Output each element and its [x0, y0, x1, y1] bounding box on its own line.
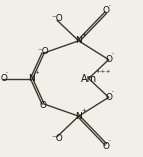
- Text: -: -: [112, 89, 114, 94]
- Text: O: O: [102, 141, 109, 151]
- Text: O: O: [39, 101, 46, 110]
- Text: O: O: [105, 55, 112, 64]
- Text: ⁻O: ⁻O: [37, 47, 49, 56]
- Text: -: -: [112, 51, 114, 57]
- Text: -: -: [6, 70, 8, 75]
- Text: ⁻O: ⁻O: [51, 14, 63, 23]
- Text: ⁻O: ⁻O: [51, 134, 63, 143]
- Text: O: O: [102, 6, 109, 16]
- Text: Am: Am: [81, 73, 97, 84]
- Text: -: -: [109, 138, 111, 143]
- Text: +++: +++: [95, 69, 111, 74]
- Text: +: +: [82, 108, 86, 113]
- Text: O: O: [105, 93, 112, 102]
- Text: -: -: [109, 3, 111, 8]
- Text: N: N: [75, 36, 82, 45]
- Text: +: +: [34, 70, 39, 75]
- Text: N: N: [75, 112, 82, 121]
- Text: N: N: [28, 74, 35, 83]
- Text: ·O: ·O: [0, 74, 8, 83]
- Text: +: +: [82, 32, 86, 37]
